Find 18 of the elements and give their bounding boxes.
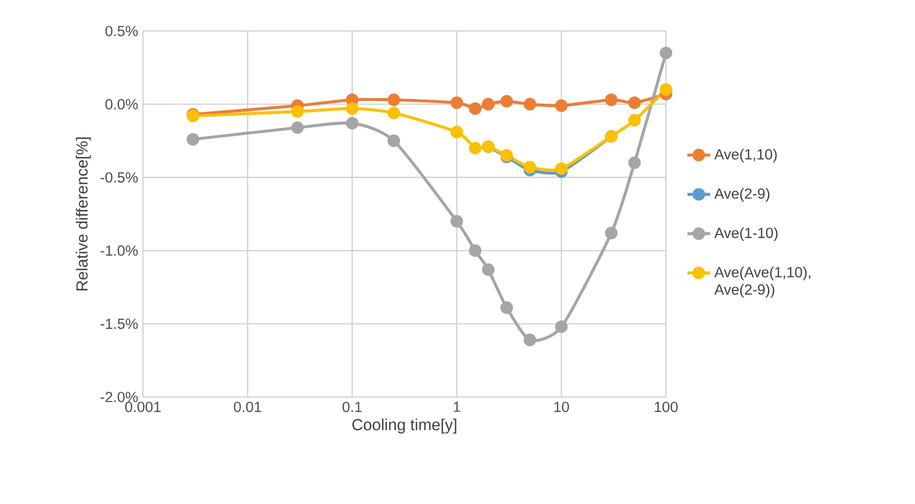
x-tick-label: 1	[454, 402, 460, 412]
y-tick-label: 0.0%	[105, 99, 138, 110]
legend-label: Ave(Ave(1,10), Ave(2-9))	[714, 266, 810, 298]
y-axis-title: Relative difference[%]	[76, 137, 91, 290]
x-tick-label: 0.01	[234, 402, 262, 412]
x-axis-title: Cooling time[y]	[352, 418, 456, 434]
x-tick-label: 10	[554, 402, 569, 412]
y-tick-label: -0.5%	[100, 172, 138, 183]
y-tick-label: -1.0%	[100, 245, 138, 256]
x-tick-label: 0.001	[125, 402, 161, 412]
x-tick-label: 100	[654, 402, 678, 412]
x-tick-label: 0.1	[342, 402, 362, 412]
y-tick-label: -1.5%	[100, 318, 138, 329]
y-tick-label: 0.5%	[105, 26, 138, 36]
legend-label: Ave(1,10)	[714, 148, 777, 162]
y-tick-label: -2.0%	[100, 392, 138, 402]
legend-label: Ave(1-10)	[714, 227, 778, 241]
legend-label: Ave(2-9)	[714, 188, 770, 202]
